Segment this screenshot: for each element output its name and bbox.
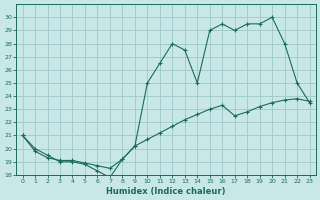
X-axis label: Humidex (Indice chaleur): Humidex (Indice chaleur) — [106, 187, 226, 196]
